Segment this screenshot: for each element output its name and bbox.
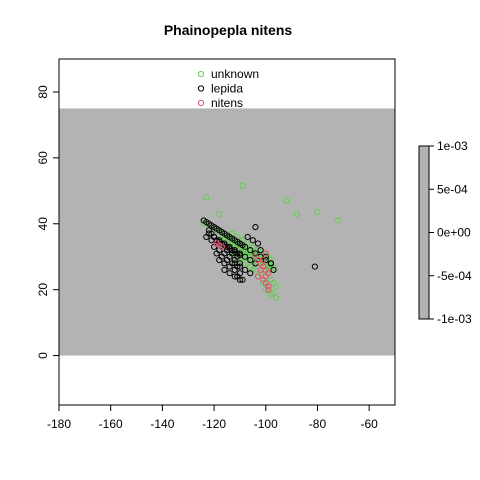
point-lepida <box>241 266 249 273</box>
point-lepida <box>241 253 249 260</box>
point-lepida <box>231 266 238 273</box>
point-lepida <box>236 240 244 247</box>
point-lepida <box>226 243 233 250</box>
point-nitens <box>265 286 272 293</box>
point-lepida <box>247 270 254 277</box>
point-unknown <box>203 194 210 201</box>
point-lepida <box>221 266 228 273</box>
point-lepida <box>244 233 251 241</box>
y-tick-label: 40 <box>36 217 50 231</box>
point-lepida <box>210 233 218 241</box>
point-lepida <box>252 223 259 231</box>
point-lepida <box>231 247 238 254</box>
point-lepida <box>311 263 318 270</box>
point-lepida <box>236 263 244 270</box>
point-unknown <box>293 210 300 217</box>
x-tick-label: -80 <box>309 417 327 431</box>
point-lepida <box>267 260 275 267</box>
point-unknown <box>273 294 280 302</box>
x-tick-label: -100 <box>254 417 278 431</box>
point-lepida <box>234 273 241 280</box>
x-tick-label: -140 <box>150 417 174 431</box>
colorbar-tick-label: 5e-04 <box>437 182 468 196</box>
series-lepida <box>200 217 318 283</box>
chart-title: Phainopepla nitens <box>164 22 293 38</box>
point-nitens <box>218 243 225 250</box>
point-nitens <box>262 250 269 257</box>
point-lepida <box>247 247 254 254</box>
point-lepida <box>254 240 262 247</box>
colorbar-bar <box>418 145 430 320</box>
legend-marker-nitens <box>197 99 205 107</box>
x-tick-label: -120 <box>202 417 226 431</box>
colorbar-tick-label: 0e+00 <box>437 226 471 240</box>
colorbar-tick-label: 1e-03 <box>437 139 468 153</box>
y-axis: 0 20 40 60 80 <box>36 85 60 359</box>
point-lepida <box>226 263 233 270</box>
point-lepida <box>216 256 223 264</box>
y-tick-label: 60 <box>36 151 50 165</box>
point-lepida <box>241 243 249 250</box>
point-unknown <box>216 210 223 217</box>
y-tick-label: 80 <box>36 85 50 99</box>
point-lepida <box>262 256 269 264</box>
point-lepida <box>231 273 238 280</box>
point-unknown <box>273 283 280 290</box>
x-tick-label: -60 <box>360 417 378 431</box>
point-lepida <box>249 237 256 244</box>
point-unknown <box>267 291 275 298</box>
x-axis: -180 -160 -140 -120 -100 -80 -60 <box>47 404 378 431</box>
point-lepida <box>205 230 213 237</box>
colorbar-tick-label: -1e-03 <box>437 312 472 326</box>
legend-label-unknown: unknown <box>211 67 259 81</box>
legend-marker-unknown <box>197 70 205 78</box>
series-nitens <box>213 240 272 293</box>
point-nitens <box>265 283 272 290</box>
point-unknown <box>262 263 269 270</box>
data-points <box>200 182 342 302</box>
point-lepida <box>252 250 259 257</box>
point-lepida <box>270 266 277 273</box>
point-lepida <box>226 270 233 277</box>
point-lepida <box>231 260 238 267</box>
point-lepida <box>257 247 264 254</box>
y-tick-label: 0 <box>36 352 50 359</box>
point-unknown <box>283 197 290 204</box>
point-lepida <box>247 256 254 264</box>
point-lepida <box>239 276 246 283</box>
point-nitens <box>262 273 269 280</box>
point-lepida <box>221 260 228 267</box>
y-tick-label: 20 <box>36 283 50 297</box>
colorbar: -1e-03 -5e-04 0e+00 5e-04 1e-03 <box>418 139 472 326</box>
colorbar-tick-label: -5e-04 <box>437 269 472 283</box>
point-unknown <box>239 182 246 189</box>
point-nitens <box>260 256 267 264</box>
x-tick-label: -160 <box>99 417 123 431</box>
x-tick-label: -180 <box>47 417 71 431</box>
point-nitens <box>254 273 262 280</box>
point-unknown <box>335 217 342 224</box>
point-unknown <box>314 209 321 216</box>
point-nitens <box>257 266 264 273</box>
legend-label-nitens: nitens <box>211 96 243 110</box>
legend-marker-lepida <box>197 85 205 92</box>
point-lepida <box>213 250 220 257</box>
point-unknown <box>260 279 267 287</box>
point-lepida <box>236 250 244 257</box>
legend-label-lepida: lepida <box>211 82 243 96</box>
